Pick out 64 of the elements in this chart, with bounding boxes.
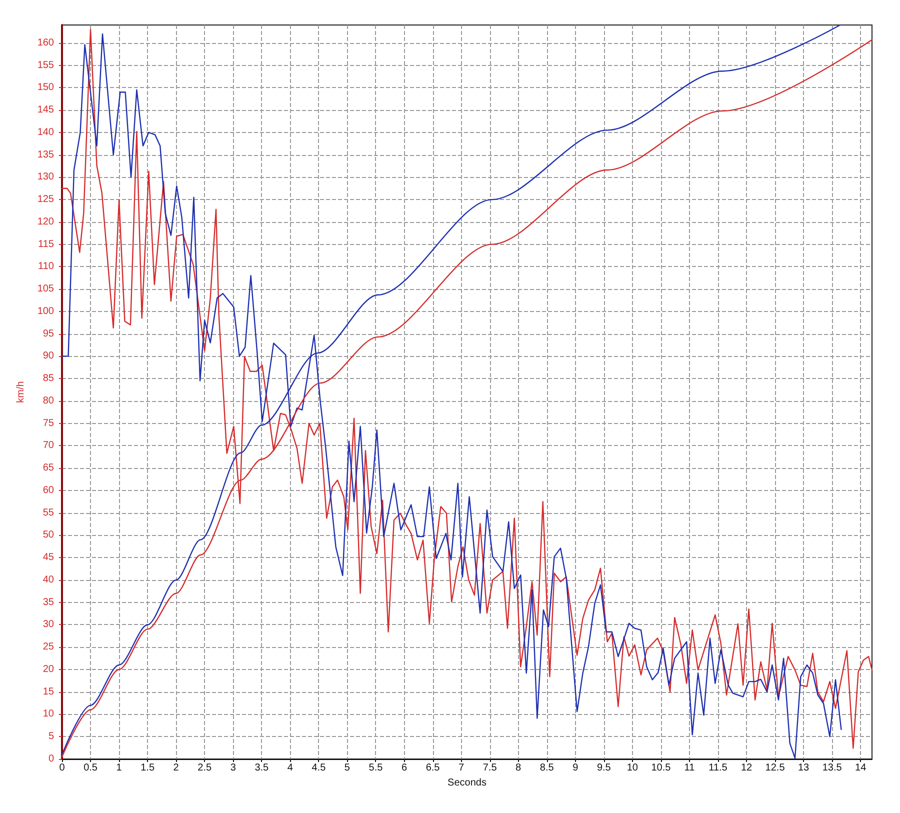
y-tick-label: 65 (42, 462, 54, 474)
x-tick-label: 9 (572, 762, 579, 774)
x-tick-label: 14 (855, 762, 867, 774)
y-tick-label: 155 (37, 60, 54, 71)
x-tick-label: 2.5 (198, 762, 212, 774)
x-tick-label: 6 (401, 762, 408, 774)
y-tick-label: 125 (37, 194, 54, 206)
x-tick-label: 12 (740, 762, 753, 774)
y-tick-label: 160 (37, 37, 54, 48)
x-tick-label: 3.5 (254, 762, 270, 774)
x-tick-label: 5.5 (368, 762, 384, 774)
x-tick-label: 10.5 (651, 762, 672, 774)
y-tick-label: 95 (42, 328, 54, 340)
x-axis-title: Seconds (448, 777, 486, 788)
y-tick-label: 50 (42, 530, 54, 541)
y-tick-label: 120 (37, 216, 54, 228)
y-tick-label: 10 (42, 708, 54, 720)
x-tick-label: 4.5 (312, 762, 326, 774)
x-tick-label: 8 (516, 762, 522, 774)
y-tick-label: 75 (42, 418, 54, 429)
y-tick-label: 115 (38, 238, 54, 250)
x-tick-label: 7 (458, 762, 465, 774)
y-tick-label: 130 (37, 172, 54, 183)
y-tick-label: 80 (42, 395, 54, 406)
y-tick-label: 110 (38, 261, 54, 272)
x-tick-label: 10 (626, 762, 638, 774)
y-tick-label: 20 (42, 664, 54, 675)
y-tick-label: 30 (42, 619, 54, 630)
y-tick-label: 85 (42, 373, 54, 384)
x-tick-label: 13 (798, 762, 810, 774)
y-tick-label: 25 (42, 642, 54, 653)
y-tick-label: 90 (42, 350, 54, 362)
x-tick-label: 2 (173, 762, 180, 774)
y-tick-label: 40 (42, 574, 54, 586)
x-tick-label: 4 (287, 762, 294, 774)
x-tick-label: 9.5 (596, 762, 612, 774)
x-tick-label: 1 (116, 762, 122, 774)
x-tick-label: 1.5 (140, 762, 155, 774)
x-tick-label: 3 (230, 762, 236, 774)
y-tick-label: 100 (37, 306, 54, 317)
y-tick-label: 0 (48, 754, 54, 764)
x-tick-label: 13.5 (822, 762, 842, 774)
x-tick-label: 5 (344, 762, 350, 774)
y-tick-label: 35 (42, 596, 54, 608)
y-axis-title: km/h (16, 381, 26, 403)
y-tick-label: 140 (37, 126, 54, 138)
x-tick-label: 11 (684, 762, 696, 774)
y-tick-label: 70 (42, 440, 54, 452)
x-tick-label: 12.5 (765, 762, 786, 774)
x-tick-label: 0.5 (84, 762, 98, 774)
x-tick-label: 8.5 (540, 762, 554, 774)
x-tick-label: 7.5 (482, 762, 498, 774)
y-tick-label: 45 (42, 552, 54, 564)
x-tick-label: 11.5 (708, 762, 728, 774)
y-tick-label: 60 (42, 484, 54, 496)
x-tick-label: 0 (59, 762, 66, 774)
y-tick-label: 145 (37, 104, 54, 116)
y-tick-label: 150 (37, 82, 54, 94)
y-tick-label: 135 (37, 149, 54, 160)
y-tick-label: 5 (48, 731, 54, 742)
y-tick-label: 55 (42, 507, 54, 518)
y-tick-label: 15 (42, 686, 54, 698)
y-tick-label: 105 (37, 284, 54, 295)
x-tick-label: 6.5 (426, 762, 440, 774)
